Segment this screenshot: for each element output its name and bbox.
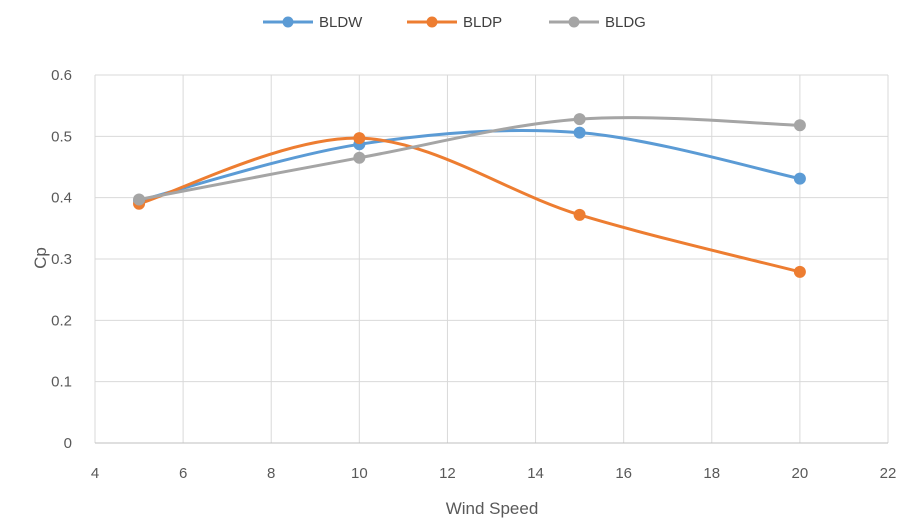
x-tick-label: 8 (267, 465, 275, 482)
x-tick-label: 6 (179, 465, 187, 482)
x-tick-label: 20 (792, 465, 809, 482)
y-axis-title: Cp (31, 247, 50, 269)
series-line-bldw (137, 128, 802, 203)
series-lines (137, 116, 802, 274)
x-axis-title: Wind Speed (446, 499, 539, 518)
legend-item-bldp: BLDP (407, 14, 502, 31)
x-tick-label: 4 (91, 465, 99, 482)
legend-item-bldw: BLDW (263, 14, 363, 31)
data-point-bldp (573, 208, 586, 221)
series-line-bldg (137, 116, 802, 202)
series-points (133, 113, 806, 278)
legend-label: BLDW (319, 14, 363, 31)
data-point-bldg (573, 113, 586, 126)
x-tick-label: 22 (880, 465, 897, 482)
x-tick-label: 10 (351, 465, 368, 482)
x-tick-label: 14 (527, 465, 544, 482)
legend-label: BLDP (463, 14, 502, 31)
x-tick-label: 16 (615, 465, 632, 482)
data-point-bldw (573, 126, 586, 139)
legend-swatch-marker (282, 16, 294, 28)
legend-swatch-marker (568, 16, 580, 28)
y-tick-label: 0.6 (51, 67, 72, 84)
data-point-bldw (793, 172, 806, 185)
data-point-bldp (353, 132, 366, 145)
legend-item-bldg: BLDG (549, 14, 646, 31)
data-point-bldg (793, 119, 806, 132)
series-line-bldp (137, 136, 802, 274)
gridlines (94, 74, 889, 444)
legend-swatch-marker (426, 16, 438, 28)
x-tick-label: 18 (703, 465, 720, 482)
x-tick-label: 12 (439, 465, 456, 482)
y-tick-label: 0.5 (51, 128, 72, 145)
y-tick-label: 0.4 (51, 190, 72, 207)
legend-label: BLDG (605, 14, 646, 31)
y-tick-labels: 0 0.1 0.2 0.3 0.4 0.5 0.6 (51, 67, 72, 452)
y-tick-label: 0 (64, 435, 72, 452)
data-point-bldp (793, 265, 806, 278)
y-tick-label: 0.2 (51, 312, 72, 329)
x-tick-labels: 4 6 8 10 12 14 16 18 20 22 (91, 465, 897, 482)
y-tick-label: 0.1 (51, 374, 72, 391)
y-tick-label: 0.3 (51, 251, 72, 268)
data-point-bldg (353, 151, 366, 164)
data-point-bldg (133, 193, 146, 206)
legend: BLDW BLDP BLDG (263, 14, 646, 31)
